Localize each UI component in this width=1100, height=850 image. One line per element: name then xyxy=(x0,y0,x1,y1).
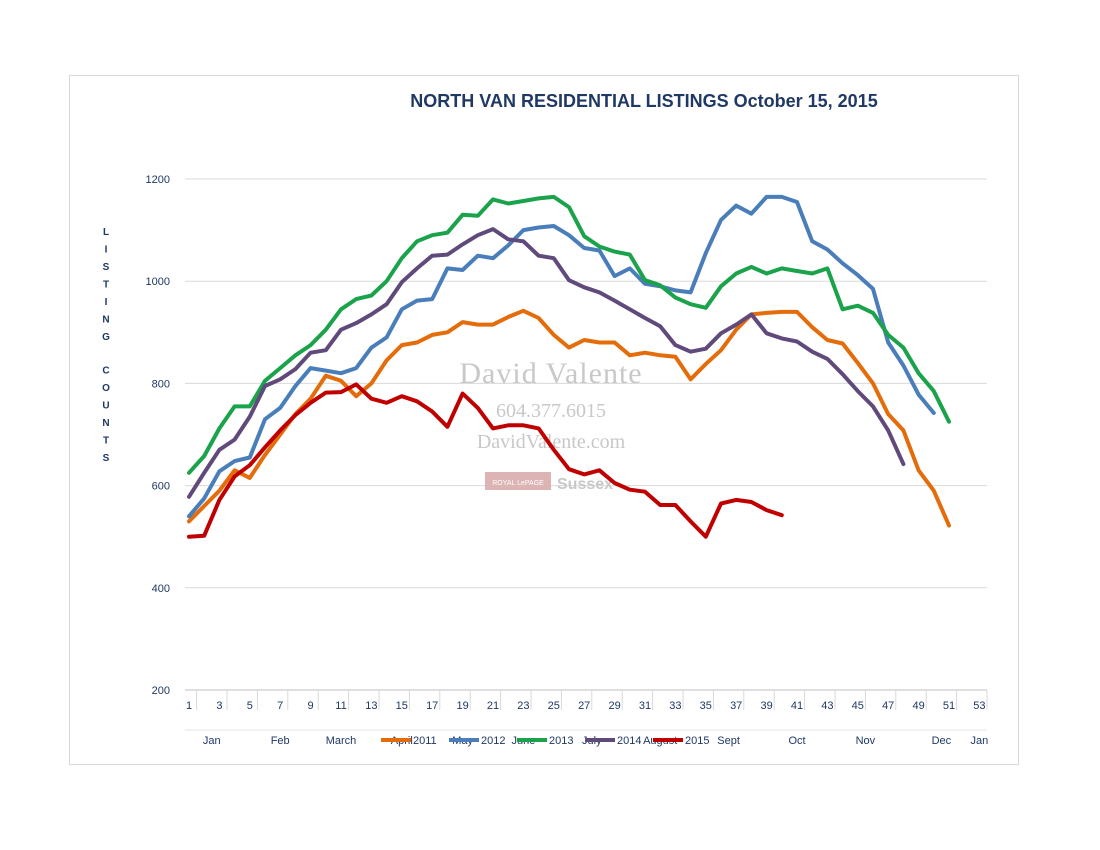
x-tick-label: 21 xyxy=(487,700,499,712)
series-line-2014 xyxy=(187,227,906,499)
gridlines: 200 400 600 800 1000 1200 xyxy=(146,174,987,697)
y-tick-label: 600 xyxy=(152,481,170,493)
month-label: Nov xyxy=(856,735,876,747)
y-axis-label-letter: N xyxy=(102,315,109,326)
y-axis-label-letter: G xyxy=(102,332,110,343)
y-tick-label: 1000 xyxy=(146,276,170,288)
y-axis-label-letter: S xyxy=(103,262,110,273)
x-tick-label: 5 xyxy=(247,700,253,712)
y-axis-label-letter: L xyxy=(103,227,109,238)
x-tick-label: 35 xyxy=(700,700,712,712)
legend-label: 2011 xyxy=(413,735,437,747)
legend-label: 2013 xyxy=(549,735,573,747)
month-label: Dec xyxy=(932,735,952,747)
x-tick-label: 9 xyxy=(308,700,314,712)
legend-label: 2014 xyxy=(617,735,641,747)
y-axis-label-letter: T xyxy=(103,280,109,291)
watermark-phone: 604.377.6015 xyxy=(496,400,606,422)
x-tick-label: 31 xyxy=(639,700,651,712)
y-axis-label-letter: S xyxy=(103,453,110,464)
x-tick-label: 1 xyxy=(186,700,192,712)
y-axis-label-letter: I xyxy=(105,245,108,256)
series-line-2011 xyxy=(187,308,951,528)
x-tick-label: 11 xyxy=(335,700,346,712)
x-tick-label: 47 xyxy=(882,700,894,712)
x-tick-label: 53 xyxy=(973,700,985,712)
x-tick-label: 43 xyxy=(821,700,833,712)
x-tick-label: 19 xyxy=(456,700,468,712)
series-line-2015 xyxy=(187,382,784,539)
y-tick-label: 400 xyxy=(152,583,170,595)
legend-label: 2012 xyxy=(481,735,505,747)
x-tick-label: 37 xyxy=(730,700,742,712)
y-tick-label: 800 xyxy=(152,378,170,390)
y-tick-label: 1200 xyxy=(146,174,170,186)
x-tick-label: 13 xyxy=(365,700,377,712)
watermark: David Valente 604.377.6015 DavidValente.… xyxy=(459,357,642,493)
legend: 2011 2012 2013 2014 2015 xyxy=(381,735,709,747)
month-label: Jan xyxy=(203,735,221,747)
x-tick-label: 17 xyxy=(426,700,438,712)
series-lines xyxy=(187,194,951,539)
y-axis-label-letter: T xyxy=(103,436,109,447)
y-tick-label: 200 xyxy=(152,685,170,697)
x-tick-label: 41 xyxy=(791,700,803,712)
month-label: Oct xyxy=(788,735,805,747)
series-line-2012 xyxy=(187,194,936,519)
y-axis-label-letter: U xyxy=(102,401,109,412)
y-axis-label-letter: C xyxy=(102,366,109,377)
x-tick-label: 49 xyxy=(912,700,924,712)
x-tick-label: 7 xyxy=(277,700,283,712)
series-line-2013 xyxy=(187,194,951,475)
brokerage-badge-text: ROYAL LePAGE xyxy=(492,480,544,487)
x-tick-label: 51 xyxy=(943,700,955,712)
watermark-website: DavidValente.com xyxy=(477,431,626,453)
watermark-name: David Valente xyxy=(459,357,642,390)
x-tick-label: 27 xyxy=(578,700,590,712)
x-tick-label: 45 xyxy=(852,700,864,712)
month-label: Sept xyxy=(717,735,740,747)
x-tick-label: 3 xyxy=(216,700,222,712)
month-label: Jan xyxy=(971,735,989,747)
x-tick-label: 25 xyxy=(548,700,560,712)
x-tick-label: 33 xyxy=(669,700,681,712)
brokerage-name: Sussex xyxy=(557,476,613,493)
y-axis-label-letter: I xyxy=(105,297,108,308)
x-tick-label: 15 xyxy=(396,700,408,712)
x-tick-label: 39 xyxy=(760,700,772,712)
chart-frame: 200 400 600 800 1000 1200 1 3 5 7 9 11 13 15 17 19 21 23… xyxy=(69,75,1019,765)
y-axis-label-letter: N xyxy=(102,418,109,429)
month-label: March xyxy=(326,735,357,747)
legend-label: 2015 xyxy=(685,735,709,747)
x-tick-label: 29 xyxy=(608,700,620,712)
month-label: Feb xyxy=(271,735,290,747)
chart-title: NORTH VAN RESIDENTIAL LISTINGS October 1… xyxy=(410,91,877,111)
brokerage-badge xyxy=(485,472,551,490)
x-tick-label: 23 xyxy=(517,700,529,712)
y-axis-label-letter: O xyxy=(102,383,110,394)
